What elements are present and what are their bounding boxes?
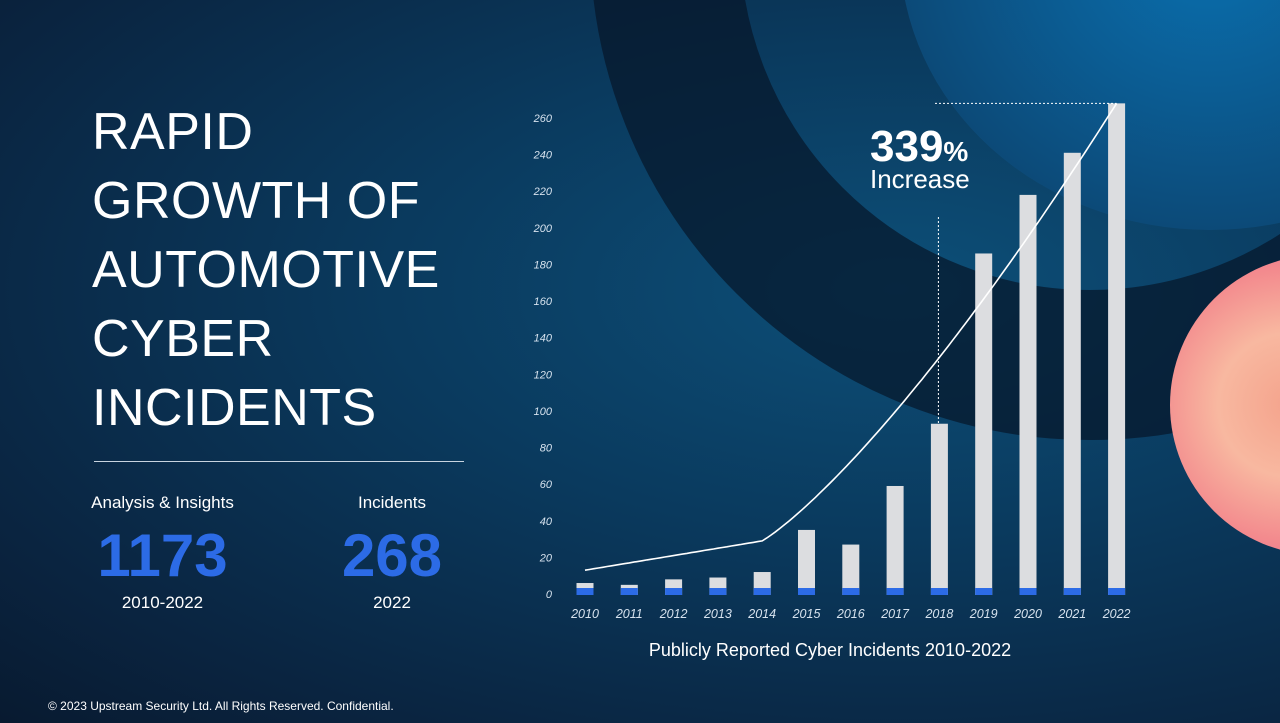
- y-tick-label: 100: [534, 406, 553, 418]
- divider: [94, 461, 464, 462]
- y-tick-label: 120: [534, 369, 553, 381]
- slide-title: RAPID GROWTH OF AUTOMOTIVE CYBER INCIDENTS: [92, 98, 440, 443]
- title-line: RAPID: [92, 103, 254, 161]
- bar-base: [709, 588, 727, 595]
- stat-value: 268: [341, 522, 443, 589]
- bar: [1108, 103, 1126, 595]
- bar: [975, 253, 993, 595]
- x-tick-label: 2022: [1102, 607, 1131, 621]
- decor-arc-dark: [594, 0, 1280, 440]
- x-tick-label: 2020: [1013, 607, 1042, 621]
- increase-annotation: 339% Increase: [870, 122, 970, 195]
- bar-base: [842, 588, 860, 595]
- stat-value: 1173: [97, 522, 228, 589]
- x-tick-label: 2010: [570, 607, 599, 621]
- y-tick-label: 60: [540, 479, 553, 491]
- bar-base: [930, 588, 948, 595]
- stat-analysis: Analysis & Insights 1173 2010-2022: [80, 493, 245, 613]
- x-tick-label: 2013: [703, 607, 732, 621]
- bar-base: [620, 588, 638, 595]
- title-line: CYBER: [92, 310, 274, 368]
- x-tick-label: 2017: [880, 607, 910, 621]
- bar: [798, 529, 815, 595]
- title-line: GROWTH OF: [92, 172, 421, 230]
- y-tick-label: 200: [533, 223, 553, 235]
- bar-base: [886, 588, 904, 595]
- y-tick-label: 240: [533, 150, 553, 162]
- y-tick-label: 20: [539, 552, 553, 564]
- bar-base: [1019, 588, 1037, 595]
- x-tick-label: 2011: [615, 607, 643, 621]
- bar-base: [798, 588, 815, 595]
- x-tick-label: 2012: [659, 607, 688, 621]
- bar-base: [576, 588, 594, 595]
- stat-label: Incidents: [357, 493, 427, 512]
- increase-value: 339: [870, 122, 944, 171]
- y-tick-label: 0: [546, 589, 553, 601]
- y-tick-label: 180: [534, 259, 553, 271]
- bar-base: [1063, 588, 1081, 595]
- decor-circle-pink: [1170, 260, 1280, 550]
- stat-label: Analysis & Insights: [91, 493, 234, 512]
- y-tick-label: 220: [533, 186, 553, 198]
- stat-sub: 2010-2022: [121, 593, 204, 612]
- bar: [886, 485, 904, 595]
- bar: [1019, 194, 1037, 595]
- trend-line: [584, 102, 1118, 571]
- stat-sub: 2022: [373, 593, 411, 612]
- bar: [930, 423, 948, 595]
- x-tick-label: 2018: [924, 607, 953, 621]
- x-tick-label: 2019: [969, 607, 998, 621]
- bar: [1063, 152, 1081, 596]
- increase-unit: %: [943, 136, 969, 167]
- y-tick-label: 80: [540, 443, 553, 455]
- footer-copyright: © 2023 Upstream Security Ltd. All Rights…: [48, 699, 394, 713]
- x-tick-label: 2014: [747, 607, 776, 621]
- bar-base: [753, 588, 771, 595]
- x-tick-label: 2016: [836, 607, 865, 621]
- y-tick-label: 40: [540, 516, 553, 528]
- y-tick-label: 160: [534, 296, 553, 308]
- bar-base: [1108, 588, 1126, 595]
- bar-base: [665, 588, 683, 595]
- x-tick-label: 2021: [1057, 607, 1086, 621]
- bar: [842, 544, 860, 595]
- y-tick-label: 140: [534, 333, 553, 345]
- title-line: INCIDENTS: [92, 379, 377, 437]
- x-tick-label: 2015: [792, 607, 821, 621]
- bar-base: [975, 588, 993, 595]
- title-line: AUTOMOTIVE: [92, 241, 440, 299]
- decor-circle-blue: [905, 0, 1280, 230]
- y-tick-label: 260: [533, 113, 553, 125]
- stat-incidents: Incidents 268 2022: [322, 493, 462, 613]
- chart-title: Publicly Reported Cyber Incidents 2010-2…: [648, 640, 1012, 660]
- increase-label: Increase: [870, 164, 970, 194]
